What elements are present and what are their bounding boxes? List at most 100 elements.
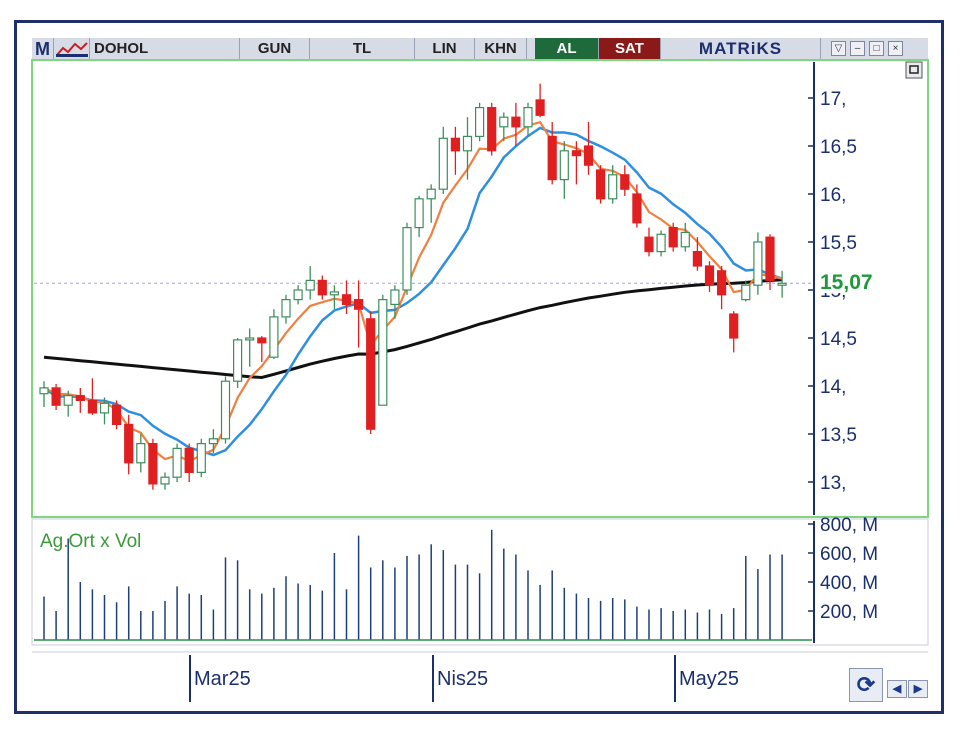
- up-candle: [136, 443, 146, 464]
- up-candle: [245, 337, 255, 341]
- down-candle: [124, 423, 134, 464]
- down-candle: [668, 227, 678, 248]
- panel-maximize-icon[interactable]: [905, 61, 923, 79]
- up-candle: [741, 284, 751, 301]
- down-candle: [148, 443, 158, 485]
- scroll-right-icon[interactable]: ▶: [908, 680, 928, 698]
- down-candle: [487, 106, 497, 152]
- price-tick-label: 13,5: [820, 425, 857, 446]
- volume-tick-label: 200, M: [820, 602, 878, 623]
- time-tick-label: Mar25: [194, 668, 251, 690]
- brand-label: MATRiKS: [661, 38, 821, 60]
- up-candle: [414, 198, 424, 229]
- menu-button[interactable]: M: [32, 38, 54, 60]
- down-candle: [535, 99, 545, 116]
- up-candle: [608, 174, 618, 200]
- volume-indicator-label: Ag.Ort x Vol: [40, 531, 141, 552]
- currency-button[interactable]: TL: [310, 38, 415, 60]
- up-candle: [438, 137, 448, 190]
- up-candle: [402, 227, 412, 291]
- volume-tick-label: 600, M: [820, 544, 878, 565]
- down-candle: [595, 169, 606, 200]
- volume-axis-ticks: 200, M 400, M 600, M 800, M: [808, 515, 878, 623]
- down-candle: [450, 137, 460, 152]
- down-candle: [583, 145, 594, 166]
- up-candle: [462, 135, 473, 152]
- down-candle: [704, 265, 715, 286]
- minimize-icon[interactable]: –: [850, 41, 865, 56]
- candles: [39, 83, 787, 490]
- down-candle: [729, 313, 739, 339]
- down-candle: [111, 404, 122, 426]
- price-axis-ticks: 13,13,514,14,515,15,516,16,517,: [808, 89, 857, 494]
- chart-toolbar: M DOHOL GUN TL LIN KHN AL SAT MATRiKS ▽ …: [32, 38, 928, 61]
- up-candle: [160, 476, 170, 485]
- up-candle: [269, 316, 279, 358]
- buy-button[interactable]: AL: [535, 38, 599, 60]
- price-tick-label: 13,: [820, 473, 846, 494]
- period-button[interactable]: GUN: [240, 38, 310, 60]
- up-candle: [559, 150, 569, 181]
- price-tick-label: 14,: [820, 377, 846, 398]
- up-candle: [196, 443, 206, 474]
- down-candle: [354, 299, 364, 310]
- volume-bars: [34, 529, 812, 641]
- down-candle: [511, 116, 521, 128]
- up-candle: [523, 106, 533, 128]
- down-candle: [620, 174, 630, 190]
- up-candle: [172, 447, 182, 478]
- up-candle: [475, 106, 485, 137]
- up-candle: [99, 402, 110, 414]
- price-tick-label: 15,5: [820, 233, 857, 254]
- moving-averages: [43, 120, 783, 463]
- mid-moving-average-line: [43, 126, 783, 457]
- up-candle: [220, 380, 231, 440]
- up-candle: [233, 339, 243, 382]
- scale-button[interactable]: LIN: [415, 38, 475, 60]
- chart-logo-icon[interactable]: [54, 38, 90, 60]
- close-icon[interactable]: ×: [888, 41, 903, 56]
- up-candle: [208, 438, 218, 445]
- up-candle: [39, 387, 49, 395]
- up-candle: [680, 231, 690, 248]
- up-candle: [777, 282, 787, 286]
- up-candle: [305, 279, 315, 291]
- dropdown-icon[interactable]: ▽: [831, 41, 846, 56]
- price-tick-label: 17,: [820, 89, 846, 110]
- refresh-icon[interactable]: ⟳: [849, 668, 883, 702]
- time-axis: Mar25 Nis25 May25: [189, 655, 739, 702]
- up-candle: [281, 299, 291, 318]
- long-moving-average-line: [43, 278, 783, 380]
- price-tick-label: 16,5: [820, 137, 857, 158]
- up-candle: [426, 188, 436, 200]
- last-price-label: 15,07: [820, 271, 873, 294]
- up-candle: [390, 289, 400, 305]
- short-moving-average-line: [43, 120, 783, 463]
- price-tick-label: 14,5: [820, 329, 857, 350]
- down-candle: [51, 387, 61, 406]
- down-candle: [317, 279, 327, 296]
- symbol-field[interactable]: DOHOL: [90, 38, 240, 60]
- sell-button[interactable]: SAT: [599, 38, 661, 60]
- down-candle: [75, 395, 85, 402]
- down-candle: [87, 399, 98, 414]
- maximize-icon[interactable]: □: [869, 41, 884, 56]
- down-candle: [184, 447, 194, 473]
- up-candle: [656, 233, 666, 253]
- up-candle: [63, 395, 73, 406]
- khn-button[interactable]: KHN: [475, 38, 527, 60]
- up-candle: [499, 116, 509, 128]
- volume-tick-label: 400, M: [820, 573, 878, 594]
- scroll-left-icon[interactable]: ◀: [887, 680, 907, 698]
- down-candle: [366, 318, 376, 430]
- up-candle: [329, 291, 339, 296]
- down-candle: [692, 251, 703, 267]
- down-candle: [257, 337, 267, 344]
- up-candle: [378, 299, 388, 406]
- down-candle: [571, 150, 582, 157]
- price-tick-label: 16,: [820, 185, 846, 206]
- volume-tick-label: 800, M: [820, 515, 878, 536]
- down-candle: [341, 294, 352, 305]
- time-tick-label: May25: [679, 668, 739, 690]
